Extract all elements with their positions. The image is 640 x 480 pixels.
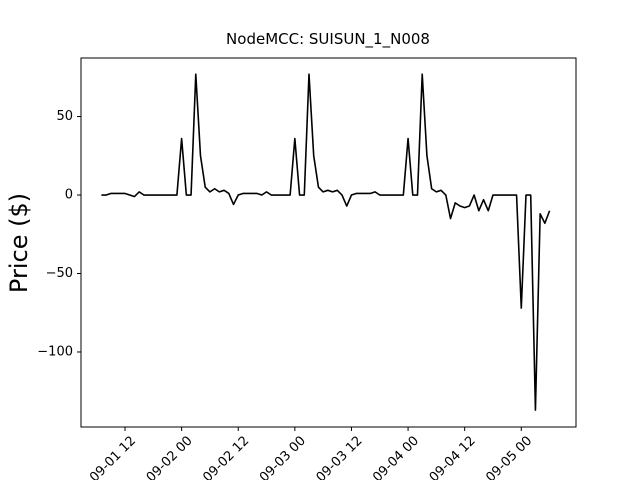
x-tick-label: 09-04 00: [370, 433, 422, 480]
price-line: [101, 73, 551, 411]
x-tick-label: 09-03 12: [314, 433, 366, 480]
x-tick-label: 09-01 12: [87, 433, 139, 480]
y-axis-label: Price ($): [5, 193, 33, 293]
y-tick-label: −50: [46, 266, 73, 281]
plot-frame: [80, 57, 577, 428]
x-tick-label: 09-02 12: [200, 433, 252, 480]
y-tick-label: −100: [37, 344, 73, 359]
x-tick-label: 09-02 00: [144, 433, 196, 480]
chart-title: NodeMCC: SUISUN_1_N008: [226, 30, 430, 49]
y-tick-label: 0: [65, 188, 73, 203]
x-tick-label: 09-04 12: [427, 433, 479, 480]
y-tick-label: 50: [56, 109, 73, 124]
x-tick-label: 09-05 00: [483, 433, 535, 480]
x-tick-label: 09-03 00: [257, 433, 309, 480]
